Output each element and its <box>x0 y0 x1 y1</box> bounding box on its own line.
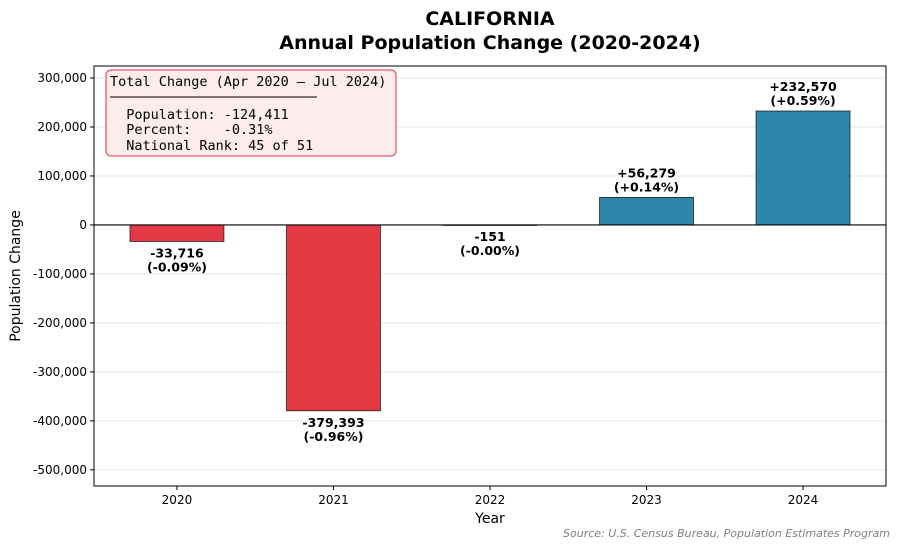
summary-population: Population: -124,411 <box>110 107 289 123</box>
x-tick-label: 2023 <box>631 493 662 507</box>
percent-label-2022: (-0.00%) <box>460 243 520 258</box>
y-axis-ticks: 300,000 200,000 100,000 0 -100,000 -200,000 -3… <box>33 71 94 477</box>
y-tick-label: -100,000 <box>33 267 87 281</box>
y-tick-label: -200,000 <box>33 316 87 330</box>
x-axis-ticks: 2020 2021 2022 2023 2024 <box>162 486 819 507</box>
x-tick-label: 2020 <box>162 493 193 507</box>
summary-box-frame <box>105 69 397 157</box>
percent-label-2020: (-0.09%) <box>147 259 207 274</box>
y-tick-label: -500,000 <box>33 463 87 477</box>
y-axis-label: Population Change <box>8 210 24 342</box>
value-label-2020: -33,716 <box>150 245 204 260</box>
y-tick-label: -300,000 <box>33 365 87 379</box>
data-labels: -33,716(-0.09%) -379,393(-0.96%) -151(-0.0… <box>147 79 837 444</box>
percent-label-2023: (+0.14%) <box>614 179 679 194</box>
x-tick-label: 2024 <box>788 493 819 507</box>
percent-label-2021: (-0.96%) <box>303 429 363 444</box>
bar-2023 <box>599 196 694 226</box>
value-label-2023: +56,279 <box>617 165 676 180</box>
x-tick-label: 2021 <box>318 493 349 507</box>
summary-heading: Total Change (Apr 2020 – Jul 2024) <box>110 74 386 90</box>
summary-rank: National Rank: 45 of 51 <box>110 138 313 154</box>
y-tick-label: -400,000 <box>33 414 87 428</box>
x-axis-label: Year <box>474 511 505 527</box>
y-tick-label: 300,000 <box>37 71 87 85</box>
value-label-2021: -379,393 <box>302 415 364 430</box>
percent-label-2024: (+0.59%) <box>770 93 835 108</box>
chart-title: CALIFORNIA <box>425 8 555 30</box>
chart-subtitle: Annual Population Change (2020-2024) <box>279 32 700 54</box>
bar-2024 <box>755 110 851 226</box>
source-note: Source: U.S. Census Bureau, Population E… <box>563 527 890 540</box>
summary-percent: Percent: -0.31% <box>110 122 273 138</box>
summary-box: Total Change (Apr 2020 – Jul 2024) Popul… <box>105 69 397 157</box>
y-tick-label: 100,000 <box>37 169 87 183</box>
y-tick-label: 0 <box>79 218 87 232</box>
bars <box>129 110 851 412</box>
y-tick-label: 200,000 <box>37 120 87 134</box>
bar-2021 <box>286 224 381 412</box>
bar-2020 <box>129 224 225 242</box>
value-label-2024: +232,570 <box>769 79 837 94</box>
x-tick-label: 2022 <box>475 493 506 507</box>
value-label-2022: -151 <box>474 229 505 244</box>
